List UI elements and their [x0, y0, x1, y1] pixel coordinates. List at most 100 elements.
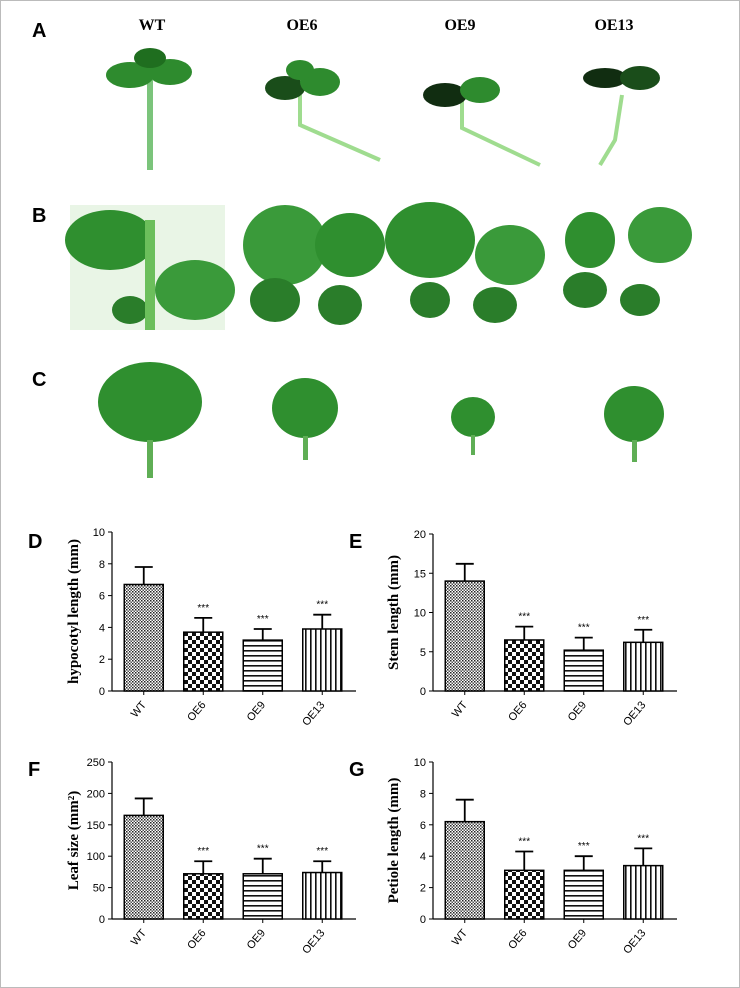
- x-tick-label: OE9: [566, 699, 589, 724]
- significance: ***: [518, 836, 530, 847]
- y-tick-label: 4: [420, 851, 426, 863]
- bar: [183, 631, 224, 692]
- genotype-label: OE9: [444, 17, 475, 34]
- y-tick-label: 10: [414, 608, 426, 620]
- y-axis-label: Stem length (mm): [386, 555, 402, 670]
- bar: [623, 864, 664, 920]
- error-bar: [455, 562, 474, 582]
- y-tick-label: 6: [99, 591, 105, 603]
- x-tick-label: WT: [129, 927, 149, 948]
- x-tick-label: OE9: [566, 927, 589, 952]
- rosette-photos: [65, 202, 692, 330]
- y-tick-label: 100: [87, 851, 105, 863]
- panel-label: B: [32, 205, 46, 227]
- significance: ***: [197, 846, 209, 857]
- seedling-photos: [106, 48, 660, 170]
- error-bar: [515, 850, 534, 871]
- error-bar: [634, 628, 653, 643]
- bar: [242, 639, 283, 692]
- x-tick-label: OE6: [506, 699, 529, 724]
- y-tick-label: 2: [99, 654, 105, 666]
- error-bar: [253, 628, 272, 641]
- bar: [563, 869, 604, 920]
- bar: [123, 814, 164, 920]
- significance: ***: [257, 844, 269, 855]
- y-tick-label: 50: [93, 883, 105, 895]
- y-tick-label: 20: [414, 529, 426, 541]
- error-bar: [634, 847, 653, 866]
- bar: [444, 820, 485, 920]
- y-tick-label: 0: [420, 914, 426, 926]
- error-bar: [515, 625, 534, 640]
- significance: ***: [518, 612, 530, 623]
- x-tick-label: WT: [129, 699, 149, 720]
- y-tick-label: 8: [99, 559, 105, 571]
- y-axis-label: Leaf size (mm²): [66, 791, 82, 890]
- y-tick-label: 250: [87, 757, 105, 769]
- x-tick-label: WT: [450, 699, 470, 720]
- error-bar: [574, 636, 593, 651]
- y-tick-label: 0: [420, 686, 426, 698]
- y-tick-label: 2: [420, 883, 426, 895]
- x-tick-label: OE9: [245, 699, 268, 724]
- genotype-label: OE13: [594, 17, 633, 34]
- y-tick-label: 10: [93, 527, 105, 539]
- significance: ***: [578, 841, 590, 852]
- bar: [504, 639, 545, 692]
- bar: [123, 583, 164, 692]
- error-bar: [313, 860, 332, 873]
- error-bar: [134, 797, 153, 816]
- error-bar: [455, 798, 474, 822]
- leaf-photos: [98, 362, 664, 478]
- y-tick-label: 150: [87, 820, 105, 832]
- x-tick-label: OE13: [300, 927, 327, 956]
- error-bar: [194, 616, 213, 633]
- panel-label: F: [28, 759, 40, 781]
- y-axis-label: Petiole length (mm): [386, 778, 402, 904]
- y-tick-label: 200: [87, 788, 105, 800]
- x-tick-label: OE13: [621, 927, 648, 956]
- y-axis-label: hypocotyl length (mm): [66, 539, 82, 684]
- significance: ***: [316, 846, 328, 857]
- genotype-label: WT: [139, 17, 166, 34]
- genotype-label: OE6: [286, 17, 317, 34]
- x-tick-label: WT: [450, 927, 470, 948]
- y-tick-label: 0: [99, 914, 105, 926]
- y-tick-label: 6: [420, 820, 426, 832]
- panel-label: A: [32, 20, 46, 42]
- x-tick-label: OE9: [245, 927, 268, 952]
- error-bar: [313, 613, 332, 629]
- bar: [242, 873, 283, 920]
- x-tick-label: OE13: [300, 699, 327, 728]
- x-tick-label: OE6: [506, 927, 529, 952]
- bar: [302, 871, 343, 920]
- significance: ***: [637, 615, 649, 626]
- panel-label: D: [28, 531, 42, 553]
- bar: [623, 641, 664, 692]
- y-tick-label: 8: [420, 788, 426, 800]
- error-bar: [194, 860, 213, 874]
- significance: ***: [316, 600, 328, 611]
- bar: [504, 869, 545, 920]
- significance: ***: [197, 603, 209, 614]
- significance: ***: [257, 614, 269, 625]
- y-tick-label: 0: [99, 686, 105, 698]
- error-bar: [134, 566, 153, 585]
- significance: ***: [637, 833, 649, 844]
- panel-label: C: [32, 369, 46, 391]
- panel-label: G: [349, 759, 365, 781]
- panel-label: E: [349, 531, 362, 553]
- bar: [563, 649, 604, 692]
- bar: [302, 628, 343, 692]
- y-tick-label: 4: [99, 622, 105, 634]
- error-bar: [574, 855, 593, 871]
- error-bar: [253, 857, 272, 874]
- bar: [444, 580, 485, 692]
- y-tick-label: 5: [420, 647, 426, 659]
- x-tick-label: OE13: [621, 699, 648, 728]
- y-tick-label: 10: [414, 757, 426, 769]
- x-tick-label: OE6: [185, 699, 208, 724]
